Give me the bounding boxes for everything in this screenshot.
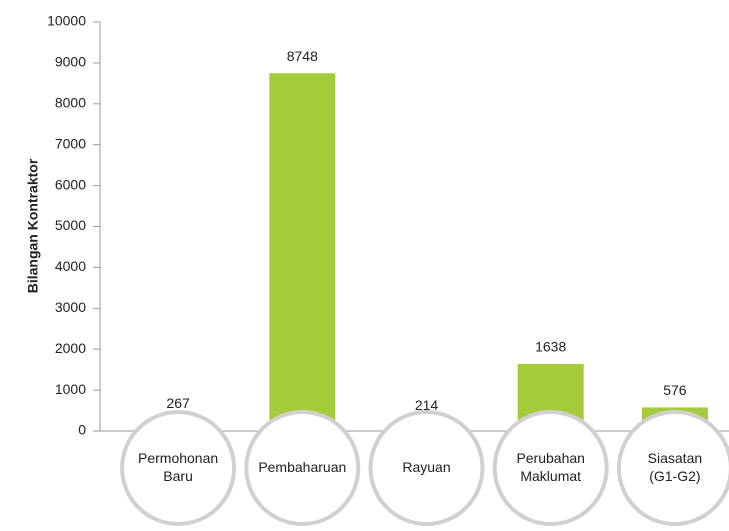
y-tick-label: 9000 <box>55 54 86 70</box>
x-tick-label-line: Baru <box>163 468 193 484</box>
x-tick-label-line: Maklumat <box>520 468 581 484</box>
y-tick-label: 1000 <box>55 381 86 397</box>
y-tick-label: 6000 <box>55 176 86 192</box>
value-label: 8748 <box>287 48 318 64</box>
value-label: 576 <box>663 382 687 398</box>
x-tick-label: Rayuan <box>402 459 450 475</box>
x-tick-label-line: Rayuan <box>402 459 450 475</box>
category-circle <box>120 410 237 526</box>
y-tick-label: 10000 <box>47 13 86 29</box>
y-tick-label: 0 <box>78 422 86 438</box>
y-tick-label: 2000 <box>55 340 86 356</box>
value-label: 267 <box>166 395 190 411</box>
x-tick-label: Permohonan Baru <box>138 450 218 484</box>
x-tick-label-line: (G1-G2) <box>649 468 700 484</box>
y-axis-label: Bilangan Kontraktor <box>25 158 41 293</box>
value-label: 214 <box>415 397 439 413</box>
x-tick-label: Siasatan (G1-G2) <box>648 450 702 484</box>
x-tick-label-line: Permohonan <box>138 450 218 466</box>
x-tick-label: Pembaharuan <box>258 459 346 475</box>
x-tick-label-line: Pembaharuan <box>258 459 346 475</box>
category-circle <box>616 410 729 526</box>
value-label: 1638 <box>535 339 566 355</box>
y-tick-label: 4000 <box>55 258 86 274</box>
y-tick-label: 8000 <box>55 95 86 111</box>
x-tick-label-line: Siasatan <box>648 450 702 466</box>
x-tick-label-line: Perubahan <box>516 450 585 466</box>
y-tick-label: 3000 <box>55 299 86 315</box>
category-circle <box>492 410 609 526</box>
y-tick-label: 5000 <box>55 217 86 233</box>
y-tick-label: 7000 <box>55 135 86 151</box>
category-circle <box>368 410 485 526</box>
category-circle <box>244 410 361 526</box>
bar <box>269 73 336 432</box>
x-tick-label: Perubahan Maklumat <box>516 450 585 484</box>
